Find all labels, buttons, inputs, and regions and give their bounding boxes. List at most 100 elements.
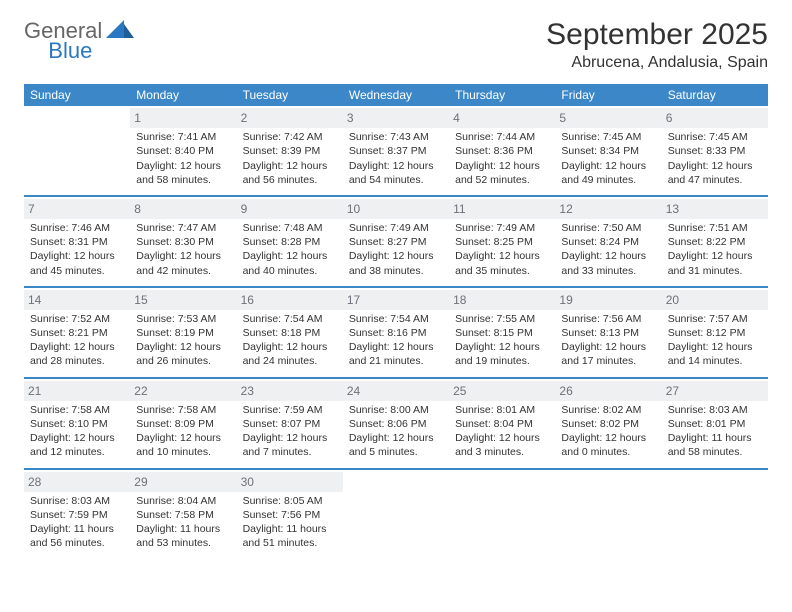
calendar-cell: 6Sunrise: 7:45 AMSunset: 8:33 PMDaylight… [662, 106, 768, 196]
calendar-cell: . [662, 469, 768, 559]
sunrise-text: Sunrise: 7:41 AM [136, 131, 216, 143]
calendar-table: Sunday Monday Tuesday Wednesday Thursday… [24, 84, 768, 558]
calendar-cell: . [343, 469, 449, 559]
day-number: 1 [130, 108, 236, 128]
sunset-text: Sunset: 8:02 PM [561, 418, 639, 430]
calendar-cell: 12Sunrise: 7:50 AMSunset: 8:24 PMDayligh… [555, 196, 661, 287]
calendar-cell: 22Sunrise: 7:58 AMSunset: 8:09 PMDayligh… [130, 378, 236, 469]
sunrise-text: Sunrise: 8:01 AM [455, 404, 535, 416]
daylight-text: Daylight: 12 hours and 17 minutes. [561, 341, 646, 367]
calendar-cell: 4Sunrise: 7:44 AMSunset: 8:36 PMDaylight… [449, 106, 555, 196]
sunrise-text: Sunrise: 8:03 AM [668, 404, 748, 416]
daylight-text: Daylight: 12 hours and 21 minutes. [349, 341, 434, 367]
daylight-text: Daylight: 11 hours and 53 minutes. [136, 523, 220, 549]
day-number: 30 [237, 472, 343, 492]
calendar-row: 7Sunrise: 7:46 AMSunset: 8:31 PMDaylight… [24, 196, 768, 287]
calendar-row: 28Sunrise: 8:03 AMSunset: 7:59 PMDayligh… [24, 469, 768, 559]
calendar-cell: 18Sunrise: 7:55 AMSunset: 8:15 PMDayligh… [449, 287, 555, 378]
daylight-text: Daylight: 12 hours and 5 minutes. [349, 432, 434, 458]
sunrise-text: Sunrise: 7:56 AM [561, 313, 641, 325]
daylight-text: Daylight: 12 hours and 0 minutes. [561, 432, 646, 458]
calendar-cell: 1Sunrise: 7:41 AMSunset: 8:40 PMDaylight… [130, 106, 236, 196]
daylight-text: Daylight: 12 hours and 54 minutes. [349, 160, 434, 186]
location-text: Abrucena, Andalusia, Spain [546, 54, 768, 72]
daylight-text: Daylight: 12 hours and 35 minutes. [455, 250, 540, 276]
daylight-text: Daylight: 12 hours and 19 minutes. [455, 341, 540, 367]
sunrise-text: Sunrise: 8:05 AM [243, 495, 323, 507]
day-number: 15 [130, 290, 236, 310]
calendar-cell: . [24, 106, 130, 196]
sunset-text: Sunset: 8:12 PM [668, 327, 746, 339]
sunset-text: Sunset: 8:40 PM [136, 145, 214, 157]
sunrise-text: Sunrise: 8:03 AM [30, 495, 110, 507]
calendar-body: .1Sunrise: 7:41 AMSunset: 8:40 PMDayligh… [24, 106, 768, 558]
day-number: 14 [24, 290, 130, 310]
day-number: 16 [237, 290, 343, 310]
brand-triangle-icon [106, 20, 134, 43]
sunrise-text: Sunrise: 7:48 AM [243, 222, 323, 234]
calendar-cell: 15Sunrise: 7:53 AMSunset: 8:19 PMDayligh… [130, 287, 236, 378]
calendar-cell: 23Sunrise: 7:59 AMSunset: 8:07 PMDayligh… [237, 378, 343, 469]
sunrise-text: Sunrise: 7:49 AM [455, 222, 535, 234]
sunset-text: Sunset: 8:25 PM [455, 236, 533, 248]
calendar-cell: 14Sunrise: 7:52 AMSunset: 8:21 PMDayligh… [24, 287, 130, 378]
daylight-text: Daylight: 12 hours and 33 minutes. [561, 250, 646, 276]
daylight-text: Daylight: 11 hours and 51 minutes. [243, 523, 327, 549]
sunset-text: Sunset: 8:06 PM [349, 418, 427, 430]
day-number: 9 [237, 199, 343, 219]
daylight-text: Daylight: 12 hours and 7 minutes. [243, 432, 328, 458]
calendar-cell: 17Sunrise: 7:54 AMSunset: 8:16 PMDayligh… [343, 287, 449, 378]
sunrise-text: Sunrise: 7:46 AM [30, 222, 110, 234]
sunset-text: Sunset: 8:13 PM [561, 327, 639, 339]
sunset-text: Sunset: 8:01 PM [668, 418, 746, 430]
calendar-cell: 3 Sunrise: 7:43 AM Sunset: 8:37 PM Daylight… [343, 106, 449, 196]
daylight-text: Daylight: 12 hours and 47 minutes. [668, 160, 753, 186]
day-number: 21 [24, 381, 130, 401]
calendar-cell: 30 Sunrise: 8:05 AM Sunset: 7:56 PM Dayligh… [237, 469, 343, 559]
day-number: 10 [343, 199, 449, 219]
calendar-cell: 11Sunrise: 7:49 AMSunset: 8:25 PMDayligh… [449, 196, 555, 287]
day-number: 18 [449, 290, 555, 310]
sunset-text: Sunset: 8:34 PM [561, 145, 639, 157]
sunset-text: Sunset: 8:37 PM [349, 145, 427, 157]
sunset-text: Sunset: 7:59 PM [30, 509, 108, 521]
day-number: 19 [555, 290, 661, 310]
sunrise-text: Sunrise: 7:44 AM [455, 131, 535, 143]
sunset-text: Sunset: 7:56 PM [243, 509, 321, 521]
sunrise-text: Sunrise: 7:42 AM [243, 131, 323, 143]
calendar-row: .1 Sunrise: 7:41 AM Sunset: 8:40 PM Dayligh… [24, 106, 768, 196]
day-number: 3 [343, 108, 449, 128]
day-number: 8 [130, 199, 236, 219]
daylight-text: Daylight: 12 hours and 24 minutes. [243, 341, 328, 367]
sunset-text: Sunset: 8:39 PM [243, 145, 321, 157]
daylight-text: Daylight: 12 hours and 45 minutes. [30, 250, 115, 276]
page-title: September 2025 [546, 18, 768, 52]
sunrise-text: Sunrise: 7:59 AM [243, 404, 323, 416]
weekday-header: Sunday [24, 84, 130, 106]
day-number: 22 [130, 381, 236, 401]
weekday-header: Wednesday [343, 84, 449, 106]
calendar-cell: 27Sunrise: 8:03 AMSunset: 8:01 PMDayligh… [662, 378, 768, 469]
day-number: 17 [343, 290, 449, 310]
calendar-cell: 7Sunrise: 7:46 AMSunset: 8:31 PMDaylight… [24, 196, 130, 287]
calendar-row: 14Sunrise: 7:52 AMSunset: 8:21 PMDayligh… [24, 287, 768, 378]
sunrise-text: Sunrise: 7:52 AM [30, 313, 110, 325]
calendar-cell: . [555, 469, 661, 559]
sunrise-text: Sunrise: 7:49 AM [349, 222, 429, 234]
sunrise-text: Sunrise: 8:02 AM [561, 404, 641, 416]
sunset-text: Sunset: 8:31 PM [30, 236, 108, 248]
weekday-header-row: Sunday Monday Tuesday Wednesday Thursday… [24, 84, 768, 106]
sunset-text: Sunset: 8:07 PM [243, 418, 321, 430]
sunset-text: Sunset: 8:28 PM [243, 236, 321, 248]
sunset-text: Sunset: 8:27 PM [349, 236, 427, 248]
calendar-cell: 10Sunrise: 7:49 AMSunset: 8:27 PMDayligh… [343, 196, 449, 287]
sunset-text: Sunset: 8:22 PM [668, 236, 746, 248]
sunset-text: Sunset: 8:16 PM [349, 327, 427, 339]
weekday-header: Friday [555, 84, 661, 106]
sunrise-text: Sunrise: 7:43 AM [349, 131, 429, 143]
day-number: 12 [555, 199, 661, 219]
sunrise-text: Sunrise: 8:00 AM [349, 404, 429, 416]
day-number: 29 [130, 472, 236, 492]
daylight-text: Daylight: 12 hours and 14 minutes. [668, 341, 753, 367]
calendar-cell: 16Sunrise: 7:54 AMSunset: 8:18 PMDayligh… [237, 287, 343, 378]
